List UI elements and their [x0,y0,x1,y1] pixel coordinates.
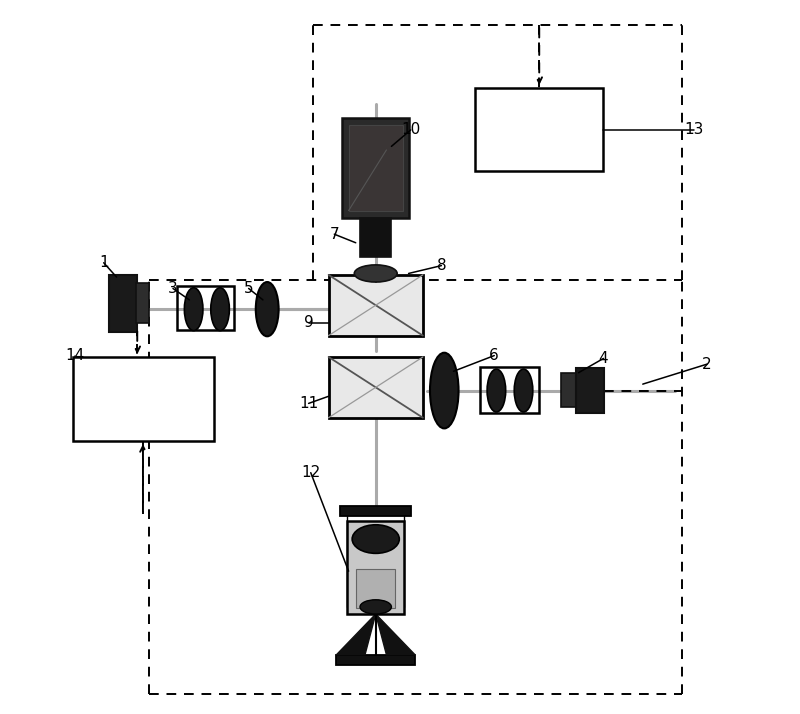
Bar [178,286,234,330]
Text: 7: 7 [330,226,339,242]
Ellipse shape [514,369,533,412]
Polygon shape [376,614,415,655]
Ellipse shape [352,525,399,553]
Ellipse shape [354,265,397,282]
Ellipse shape [430,353,458,428]
Text: 5: 5 [244,281,254,296]
Text: 9: 9 [304,315,314,331]
Bar [340,506,411,516]
Bar [337,655,415,665]
Ellipse shape [360,600,391,614]
Bar [329,275,423,336]
Text: 12: 12 [301,465,320,481]
Text: 14: 14 [66,348,85,363]
Ellipse shape [210,288,230,331]
Bar [109,275,138,332]
Text: 13: 13 [685,122,704,138]
Polygon shape [337,614,376,655]
Text: 8: 8 [437,258,446,273]
Text: 2: 2 [702,356,712,372]
Bar [562,373,577,407]
Text: 3: 3 [168,281,178,296]
Text: 11: 11 [299,396,318,411]
Text: 4: 4 [598,351,608,366]
Text: 10: 10 [401,122,420,138]
Bar [136,283,149,323]
Text: 6: 6 [490,348,499,363]
Text: 1: 1 [99,255,109,271]
Bar [357,569,395,608]
Bar [329,357,423,418]
Ellipse shape [487,369,506,412]
Bar [475,88,603,171]
Ellipse shape [184,288,203,331]
Bar [342,118,410,218]
Bar [480,367,538,413]
Ellipse shape [256,282,278,336]
Bar [349,125,403,211]
Bar [347,521,404,614]
Bar [576,368,604,413]
Bar [360,218,391,257]
Bar [73,357,214,441]
